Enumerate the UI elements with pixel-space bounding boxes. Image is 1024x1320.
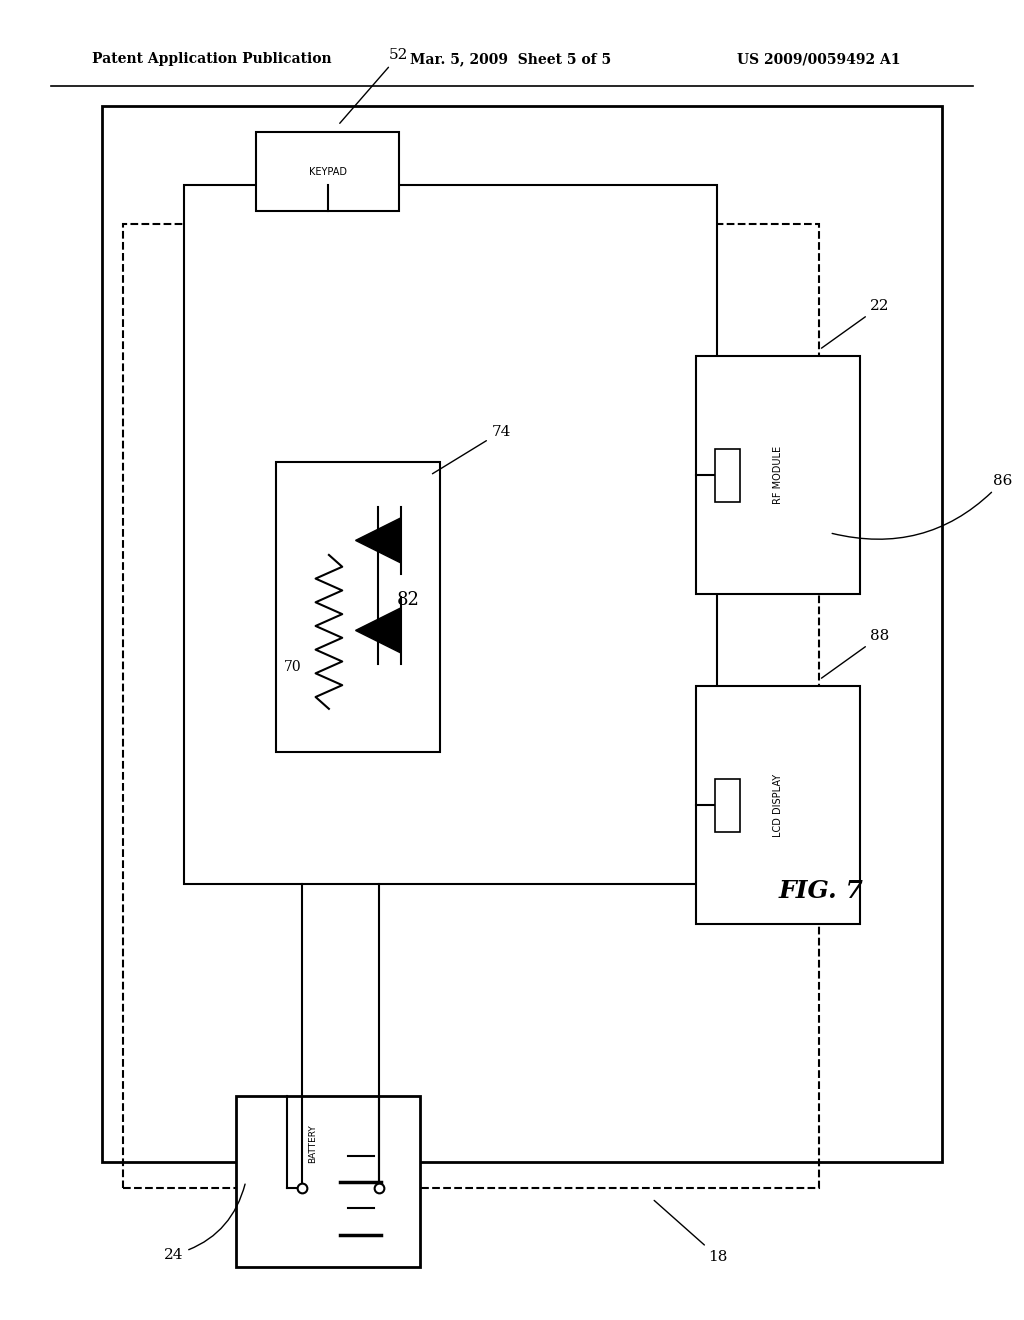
FancyBboxPatch shape (184, 185, 717, 884)
Polygon shape (355, 609, 400, 653)
Text: 88: 88 (821, 630, 890, 678)
Text: KEYPAD: KEYPAD (308, 166, 347, 177)
Text: 24: 24 (164, 1184, 245, 1262)
Text: 22: 22 (821, 300, 890, 348)
Text: BATTERY: BATTERY (308, 1125, 317, 1163)
FancyBboxPatch shape (236, 1096, 420, 1267)
FancyBboxPatch shape (715, 449, 740, 502)
Polygon shape (355, 517, 400, 562)
Text: US 2009/0059492 A1: US 2009/0059492 A1 (737, 53, 901, 66)
Text: Mar. 5, 2009  Sheet 5 of 5: Mar. 5, 2009 Sheet 5 of 5 (410, 53, 610, 66)
Text: FIG. 7: FIG. 7 (778, 879, 863, 903)
FancyBboxPatch shape (256, 132, 399, 211)
FancyBboxPatch shape (715, 779, 740, 832)
FancyBboxPatch shape (696, 686, 860, 924)
FancyBboxPatch shape (696, 356, 860, 594)
Text: RF MODULE: RF MODULE (773, 446, 783, 504)
FancyBboxPatch shape (102, 106, 942, 1162)
Text: 82: 82 (396, 590, 420, 609)
Text: 70: 70 (284, 660, 302, 675)
Text: LCD DISPLAY: LCD DISPLAY (773, 774, 783, 837)
Text: 74: 74 (432, 425, 511, 474)
Text: Patent Application Publication: Patent Application Publication (92, 53, 332, 66)
Text: 86: 86 (833, 474, 1013, 540)
Text: 52: 52 (340, 49, 409, 123)
Text: 18: 18 (654, 1200, 727, 1263)
FancyBboxPatch shape (276, 462, 440, 752)
